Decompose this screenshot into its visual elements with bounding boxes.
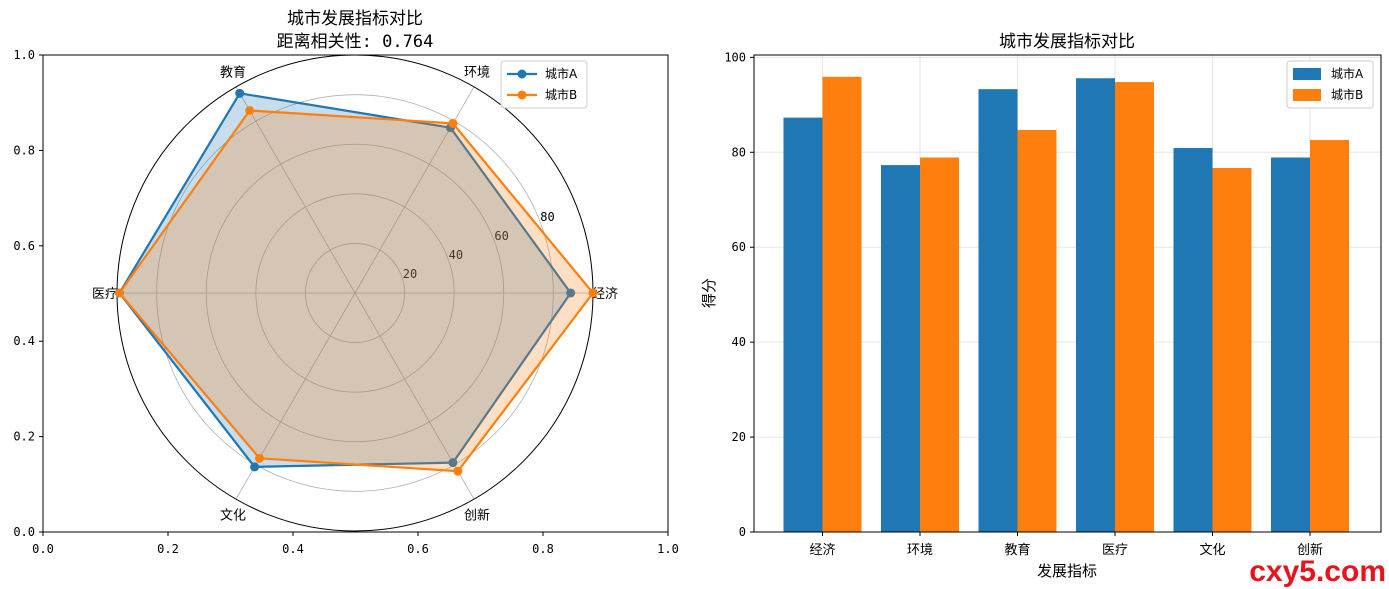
bar-ytick-label: 80 <box>732 145 746 159</box>
radar-legend-marker <box>517 90 527 100</box>
radar-data-point <box>245 106 255 116</box>
radar-radial-tick-label: 60 <box>494 229 508 243</box>
radar-radial-tick-label: 40 <box>449 248 463 262</box>
radar-data-point <box>566 288 576 298</box>
radar-xtick-label: 0.2 <box>157 542 179 556</box>
bar-city-b <box>1017 129 1057 533</box>
radar-category-label: 文化 <box>220 509 246 524</box>
radar-xtick-label: 0.0 <box>32 542 54 556</box>
radar-legend-label: 城市B <box>545 87 577 102</box>
radar-ytick-label: 0.0 <box>13 525 35 539</box>
bar-xtick-label: 医疗 <box>1102 543 1128 558</box>
radar-legend: 城市A 城市B <box>500 60 588 109</box>
radar-data-point <box>114 288 124 298</box>
bar-city-a <box>881 165 920 532</box>
bar-xtick-label: 经济 <box>809 543 835 558</box>
bar-ylabel: 得分 <box>700 278 718 308</box>
radar-legend-label: 城市A <box>545 66 578 81</box>
bar-legend-label: 城市B <box>1331 87 1363 102</box>
bar-ytick-label: 40 <box>732 335 746 349</box>
radar-xtick-label: 0.8 <box>532 542 554 556</box>
bar-ytick-label: 0 <box>739 525 746 539</box>
radar-data-point <box>448 458 458 468</box>
radar-category-label: 教育 <box>220 64 246 80</box>
bar-legend-swatch <box>1293 68 1321 80</box>
bar-axes-frame <box>753 54 1382 533</box>
radar-data-point <box>250 462 260 472</box>
radar-data-point <box>235 88 245 98</box>
radar-radial-tick-label: 80 <box>540 210 554 224</box>
bar-ytick-label: 100 <box>724 50 746 64</box>
bar-city-b <box>920 157 959 532</box>
bar-legend: 城市A 城市B <box>1286 60 1374 109</box>
radar-xtick-label: 0.6 <box>407 542 429 556</box>
bar-city-b <box>1310 139 1349 533</box>
bar-series <box>783 76 1349 533</box>
radar-data-point <box>255 453 265 463</box>
bar-xtick-label: 教育 <box>1004 542 1030 558</box>
bar-chart-panel: 城市发展指标对比 0 20 40 60 80 100 经济 环境 教育 医疗 文化 创新 发展指标 得… <box>700 32 1382 580</box>
radar-series-fill <box>119 110 594 472</box>
bar-legend-label: 城市A <box>1331 66 1364 81</box>
radar-title: 城市发展指标对比 <box>287 9 423 29</box>
radar-outer-ticks: 0.0 0.2 0.4 0.6 0.8 1.0 0.0 0.2 0.4 0.6 0.8 1.0 <box>13 48 679 556</box>
radar-ytick-label: 0.2 <box>13 430 35 444</box>
radar-category-label: 环境 <box>464 65 490 80</box>
radar-category-label: 医疗 <box>92 287 118 302</box>
bar-ytick-label: 20 <box>732 430 746 444</box>
bar-legend-swatch <box>1293 89 1321 101</box>
bar-city-b <box>1212 167 1252 533</box>
radar-data-point <box>448 118 458 128</box>
radar-series-fill <box>119 93 571 467</box>
radar-ytick-label: 1.0 <box>13 48 35 62</box>
bar-city-a <box>1076 78 1115 532</box>
radar-legend-marker <box>517 69 527 79</box>
watermark-text: cxy5.com <box>1249 555 1386 588</box>
radar-ytick-label: 0.8 <box>13 143 35 157</box>
bar-xtick-label: 创新 <box>1297 542 1323 558</box>
bar-city-a <box>1271 157 1310 532</box>
radar-chart-panel: 城市发展指标对比 距离相关性: 0.764 0.0 0.2 0.4 0.6 0.8 1.0… <box>13 9 679 556</box>
radar-subtitle: 距离相关性: 0.764 <box>277 32 434 52</box>
bar-xtick-label: 环境 <box>907 543 933 558</box>
radar-ytick-label: 0.6 <box>13 239 35 253</box>
bar-xlabel: 发展指标 <box>1037 562 1097 580</box>
radar-category-label: 经济 <box>592 287 618 302</box>
radar-spoke <box>235 86 356 294</box>
radar-data-point <box>453 466 463 476</box>
radar-xtick-label: 1.0 <box>657 542 679 556</box>
radar-data-point <box>588 288 598 298</box>
radar-category-label: 创新 <box>464 508 490 524</box>
radar-radial-tick-label: 20 <box>403 267 417 281</box>
bar-ticks: 0 20 40 60 80 100 经济 环境 教育 医疗 文化 创新 <box>724 50 1323 558</box>
radar-ytick-label: 0.4 <box>13 334 35 348</box>
bar-ytick-label: 60 <box>732 240 746 254</box>
bar-city-a <box>783 117 823 532</box>
bar-city-a <box>1173 148 1213 533</box>
bar-title: 城市发展指标对比 <box>999 32 1135 52</box>
bar-city-b <box>1115 82 1154 532</box>
bar-city-b <box>822 76 862 533</box>
bar-city-a <box>978 89 1018 533</box>
bar-xtick-label: 文化 <box>1199 543 1225 558</box>
radar-xtick-label: 0.4 <box>282 542 304 556</box>
